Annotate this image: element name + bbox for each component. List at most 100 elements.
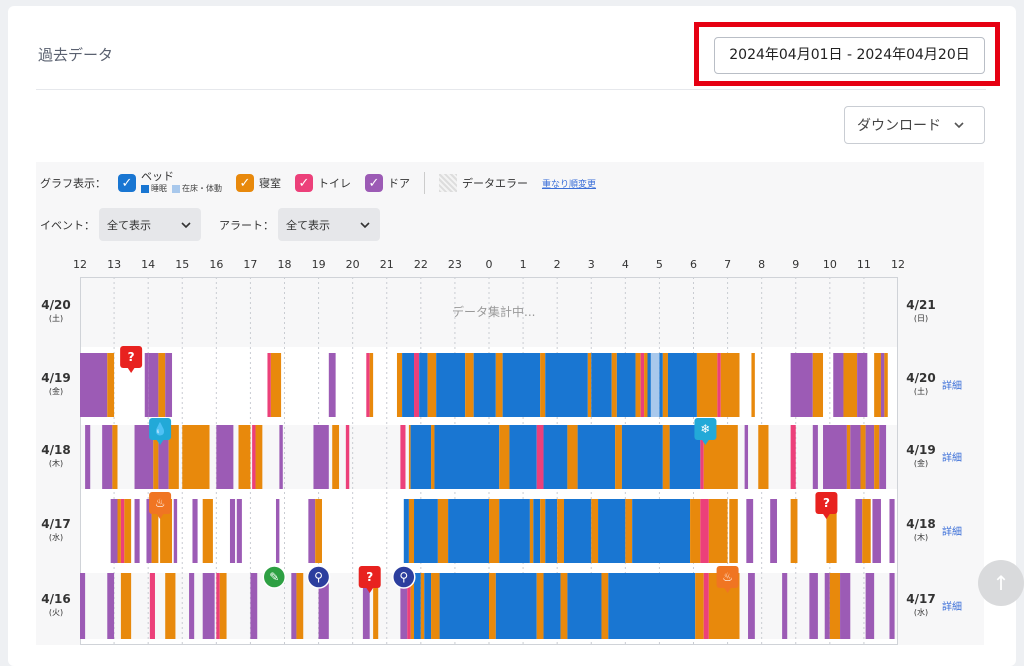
- segment-bedroom: [690, 499, 701, 563]
- row-date-left-weekday: (土): [48, 314, 64, 323]
- row-date-right-weekday: (木): [913, 533, 929, 542]
- segment-bedroom: [751, 353, 755, 417]
- time-tick-label: 18: [277, 258, 292, 271]
- check-icon: ✓: [118, 174, 136, 192]
- segment-sleep: [608, 573, 696, 639]
- segment-toilet: [703, 573, 709, 639]
- segment-door: [857, 353, 868, 417]
- segment-door: [134, 499, 140, 563]
- aggregating-status: データ集計中...: [452, 305, 536, 319]
- segment-door: [192, 499, 198, 563]
- legend-bed[interactable]: ✓ ベッド 睡眠 在床・体動: [118, 171, 222, 195]
- segment-bedroom: [696, 353, 718, 417]
- segment-bedroom: [540, 353, 546, 417]
- segment-door: [275, 499, 280, 563]
- segment-door: [362, 573, 370, 639]
- detail-link[interactable]: 詳細: [942, 453, 962, 464]
- segment-toilet: [149, 573, 155, 639]
- segment-bedroom: [862, 499, 871, 563]
- time-tick-label: 14: [141, 258, 156, 271]
- segment-door: [236, 499, 242, 563]
- segment-bedroom: [860, 425, 866, 489]
- marker-body: [149, 492, 172, 514]
- segment-bedroom: [829, 573, 841, 639]
- segment-bedroom: [202, 499, 213, 563]
- segment-bedroom: [884, 353, 888, 417]
- segment-awake: [650, 353, 660, 417]
- marker-glyph: ⚲: [399, 570, 408, 584]
- segment-bedroom: [112, 425, 118, 489]
- segment-sleep: [543, 573, 561, 639]
- segment-door: [879, 425, 887, 489]
- segment-bedroom: [495, 353, 503, 417]
- legend-bedroom[interactable]: ✓ 寝室: [236, 174, 281, 192]
- segment-toilet: [216, 573, 220, 639]
- segment-door: [872, 499, 881, 563]
- segment-door: [107, 573, 115, 639]
- segment-bedroom: [408, 425, 411, 489]
- arrow-up-icon: ↑: [992, 571, 1010, 595]
- legend-door[interactable]: ✓ ドア: [365, 174, 410, 192]
- event-filter-value: 全て表示: [107, 218, 151, 232]
- row-date-left-weekday: (金): [48, 387, 64, 396]
- legend-toilet[interactable]: ✓ トイレ: [295, 174, 351, 192]
- marker-glyph: ?: [823, 496, 830, 510]
- detail-link[interactable]: 詳細: [942, 381, 962, 392]
- time-tick-label: 22: [413, 258, 428, 271]
- detail-link[interactable]: 詳細: [942, 527, 962, 538]
- segment-toilet: [790, 425, 796, 489]
- segment-sleep: [567, 573, 602, 639]
- segment-door: [889, 499, 895, 563]
- segment-toilet: [400, 425, 406, 489]
- segment-bedroom: [153, 425, 159, 489]
- time-tick-label: 9: [792, 258, 800, 271]
- segment-sleep: [632, 499, 691, 563]
- alert-filter-select[interactable]: 全て表示: [278, 208, 380, 241]
- segment-door: [744, 425, 749, 489]
- reorder-link[interactable]: 重なり順変更: [542, 179, 597, 190]
- segment-bedroom: [529, 499, 534, 563]
- segment-door: [102, 425, 113, 489]
- time-tick-label: 20: [345, 258, 360, 271]
- segment-bedroom: [611, 353, 617, 417]
- alert-filter-value: 全て表示: [286, 218, 330, 232]
- segment-bedroom: [790, 499, 798, 563]
- segment-bedroom: [826, 499, 837, 563]
- segment-bedroom: [567, 425, 578, 489]
- segment-door: [279, 425, 283, 489]
- segment-door: [790, 353, 813, 417]
- segment-toilet: [267, 353, 271, 417]
- download-button[interactable]: ダウンロード: [844, 106, 985, 144]
- row-date-left-day: 4/17: [41, 517, 71, 531]
- segment-door: [173, 499, 178, 563]
- time-tick-label: 8: [758, 258, 766, 271]
- segment-door: [291, 573, 297, 639]
- segment-bedroom: [410, 573, 415, 639]
- error-swatch: [439, 174, 457, 192]
- marker-alert-person-icon: ?: [815, 492, 838, 519]
- time-tick-label: 21: [379, 258, 394, 271]
- row-date-left: 4/19 (金): [36, 371, 76, 399]
- time-tick-label: 6: [690, 258, 697, 271]
- event-filter-select[interactable]: 全て表示: [99, 208, 201, 241]
- date-range-input[interactable]: 2024年04月01日 - 2024年04月20日: [714, 37, 985, 74]
- time-tick-label: 7: [724, 258, 732, 271]
- time-tick-label: 5: [655, 258, 663, 271]
- legend-sleep-label: 睡眠: [151, 184, 167, 193]
- segment-door: [889, 573, 895, 639]
- marker-body: [262, 565, 287, 589]
- marker-glyph: ?: [128, 350, 135, 364]
- segment-bedroom: [408, 499, 415, 563]
- segment-door: [313, 425, 329, 489]
- marker-pointer: [156, 513, 165, 519]
- date-range-highlight: [694, 22, 1000, 86]
- detail-link[interactable]: 詳細: [942, 602, 962, 613]
- marker-pointer: [156, 439, 165, 445]
- segment-door: [748, 573, 755, 639]
- segment-sleep: [659, 353, 663, 417]
- marker-glyph: ♨: [722, 570, 733, 584]
- marker-pointer: [365, 587, 374, 593]
- segment-toilet: [640, 353, 645, 417]
- scroll-to-top-button[interactable]: ↑: [978, 560, 1024, 606]
- segment-bedroom: [662, 353, 668, 417]
